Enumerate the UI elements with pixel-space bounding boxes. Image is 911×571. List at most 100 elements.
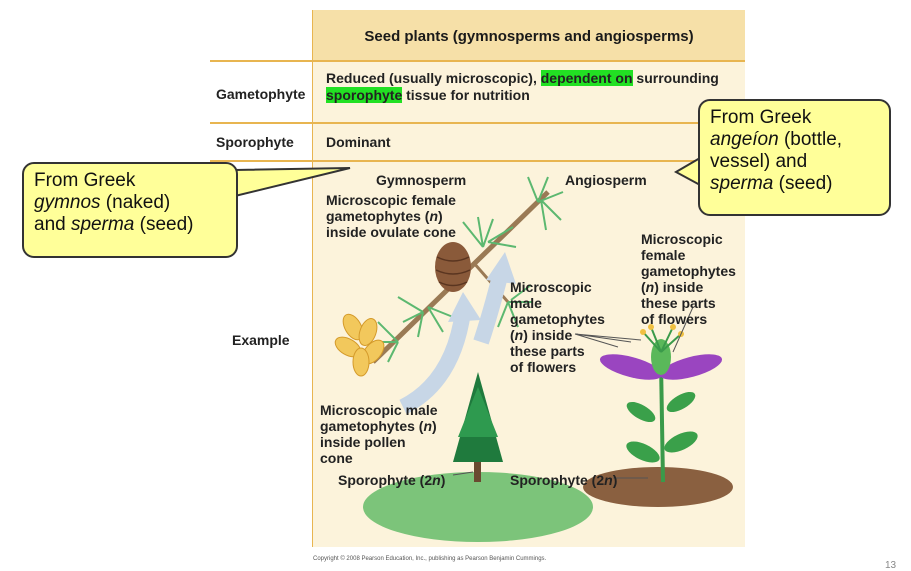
label-text: ) inside <box>654 279 704 295</box>
pine-needles <box>373 176 564 363</box>
table-header-row <box>313 10 745 62</box>
gametophyte-text: Reduced (usually microscopic), <box>326 70 541 86</box>
label-line: Microscopic female <box>326 192 456 208</box>
row-divider <box>210 122 745 124</box>
label-text: gametophytes ( <box>326 208 430 224</box>
callout-gymnosperm-etymology: From Greek gymnos (naked) and sperma (se… <box>22 162 238 258</box>
label-line: these parts <box>641 295 716 311</box>
flower-leaves <box>626 391 698 463</box>
label-line: inside ovulate cone <box>326 224 456 240</box>
row-divider <box>210 60 313 62</box>
label-female-gymnosperm: Microscopic female gametophytes (n) insi… <box>326 192 456 240</box>
label-text: ) inside <box>523 327 573 343</box>
label-text: Sporophyte (2 <box>510 472 605 488</box>
label-text: n <box>604 472 613 488</box>
ovulate-cone <box>435 242 471 292</box>
callout-text: (seed) <box>134 214 194 235</box>
callout-text: angeíon <box>710 129 779 150</box>
arrow-icon <box>399 310 471 415</box>
copyright-notice: Copyright © 2008 Pearson Education, Inc.… <box>313 556 547 562</box>
label-line: gametophytes (n) <box>326 208 456 224</box>
row-label-gametophyte: Gametophyte <box>216 86 306 102</box>
label-line: female <box>641 247 686 263</box>
callout-tail-right <box>673 156 701 187</box>
label-text: ) <box>438 208 443 224</box>
label-text: ( <box>641 279 646 295</box>
callout-tail-left <box>234 167 351 198</box>
label-line: of flowers <box>510 359 577 375</box>
label-line: these parts <box>510 343 585 359</box>
callout-text: gymnos <box>34 192 101 213</box>
gametophyte-text: tissue for nutrition <box>402 87 530 103</box>
conifer-tree-highlight <box>458 387 498 437</box>
callout-text: sperma <box>70 214 135 235</box>
label-male-gymnosperm: Microscopic male gametophytes (n) inside… <box>320 402 438 466</box>
label-line: inside pollen <box>320 434 406 450</box>
label-female-angiosperm: Microscopic female gametophytes (n) insi… <box>641 231 736 327</box>
angiosperm-title: Angiosperm <box>565 172 647 188</box>
callout-angiosperm-etymology: From Greek angeíon (bottle, vessel) and … <box>698 99 891 216</box>
label-sporophyte-angiosperm: Sporophyte (2n) <box>510 472 617 488</box>
gametophyte-description: Reduced (usually microscopic), dependent… <box>326 70 741 104</box>
table-header: Seed plants (gymnosperms and angiosperms… <box>364 28 694 45</box>
label-text: ) <box>440 472 446 488</box>
callout-line: From Greek <box>34 170 136 191</box>
callout-text: (naked) <box>100 192 171 213</box>
row-label-example: Example <box>232 332 290 348</box>
arrow-head-icon <box>448 292 481 322</box>
highlight-sporophyte: sporophyte <box>326 87 403 103</box>
callout-line: vessel) and <box>710 151 808 172</box>
label-text: n <box>432 472 441 488</box>
label-text: n <box>645 279 655 295</box>
label-text: n <box>429 208 439 224</box>
callout-text: sperma <box>710 173 774 194</box>
sporophyte-cell <box>313 124 745 160</box>
label-line: cone <box>320 450 353 466</box>
label-line: gametophytes <box>510 311 605 327</box>
flower-stamens <box>642 326 682 353</box>
label-line: male <box>510 295 542 311</box>
gymnosperm-title: Gymnosperm <box>376 172 467 188</box>
label-text: Sporophyte (2 <box>338 472 433 488</box>
highlight-dependent-on: dependent on <box>540 70 633 86</box>
callout-text: (seed) <box>773 173 833 194</box>
label-line: gametophytes <box>641 263 736 279</box>
callout-line: gymnos (naked) <box>34 192 226 214</box>
page-number: 13 <box>885 560 897 571</box>
pollen-cones <box>334 313 385 377</box>
pointer-lines <box>452 306 694 479</box>
callout-line: From Greek <box>710 107 812 128</box>
label-sporophyte-gymnosperm: Sporophyte (2n) <box>338 472 445 488</box>
label-line: (n) inside <box>510 327 605 343</box>
column-divider <box>312 10 313 547</box>
flower-stem <box>659 361 665 483</box>
cone-scales <box>435 256 471 287</box>
callout-text: and <box>34 214 71 235</box>
soil <box>583 467 733 507</box>
label-line: Microscopic <box>510 279 592 295</box>
label-line: Microscopic male <box>320 402 438 418</box>
flower-petals <box>599 354 723 380</box>
hill <box>363 472 593 542</box>
gametophyte-text: surrounding <box>632 70 719 86</box>
label-male-angiosperm: Microscopic male gametophytes (n) inside… <box>510 279 605 375</box>
callout-line: sperma (seed) <box>710 173 879 195</box>
label-line: (n) inside <box>641 279 736 295</box>
callout-line: and sperma (seed) <box>34 214 226 236</box>
label-text: ) <box>432 418 437 434</box>
label-line: gametophytes (n) <box>320 418 438 434</box>
label-text: n <box>423 418 433 434</box>
label-line: Microscopic <box>641 231 723 247</box>
label-text: n <box>514 327 524 343</box>
row-divider <box>210 160 745 162</box>
label-text: ) <box>612 472 618 488</box>
label-text: gametophytes ( <box>320 418 424 434</box>
seed-plant-illustration <box>334 176 733 542</box>
label-text: ( <box>510 327 515 343</box>
sporophyte-description: Dominant <box>326 134 391 150</box>
row-label-sporophyte: Sporophyte <box>216 134 294 150</box>
arrow-head-icon <box>486 252 516 284</box>
callout-line: angeíon (bottle, <box>710 129 879 151</box>
label-line: of flowers <box>641 311 708 327</box>
